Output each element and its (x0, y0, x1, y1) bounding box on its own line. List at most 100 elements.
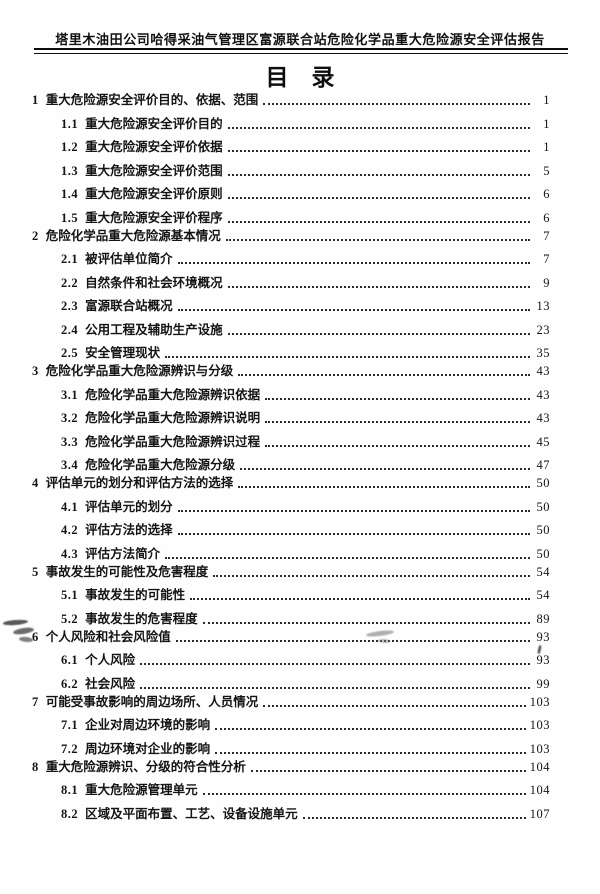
dot-leader (213, 574, 530, 577)
toc-entry-number: 3.1 (61, 387, 79, 402)
toc-entry-label: 事故发生的危害程度 (85, 611, 198, 626)
toc-entry-label: 事故发生的可能性 (85, 588, 186, 602)
toc-entry-label: 危险化学品重大危险源辨识说明 (85, 411, 261, 425)
dot-leader (165, 556, 530, 559)
toc-entry-page: 93 (536, 629, 550, 644)
dot-leader (227, 197, 530, 199)
toc-entry-number: 6 (32, 629, 39, 644)
toc-entry: 4.2 评估方法的选择 50 (32, 515, 550, 539)
toc-entry-page: 54 (536, 588, 550, 602)
dot-leader (190, 598, 530, 600)
toc-entry-label: 周边环境对企业的影响 (85, 741, 211, 756)
toc-entry-page: 93 (536, 653, 550, 667)
toc-entry-page: 99 (536, 676, 550, 691)
toc-entry: 4.1 评估单元的划分 50 (32, 491, 550, 515)
toc-entry-label: 危险化学品重大危险源分级 (85, 458, 236, 472)
toc-entry: 1.4 重大危险源安全评价原则 6 (32, 179, 550, 203)
scan-smudge (18, 636, 34, 643)
toc-entry-page: 103 (529, 718, 550, 732)
toc-entry-label: 安全管理现状 (85, 346, 161, 360)
toc-entry-page: 104 (529, 783, 550, 797)
toc-entry: 3 危险化学品重大危险源辨识与分级 43 (32, 361, 550, 379)
toc-entry-number: 4.1 (61, 499, 79, 514)
toc-entry: 3.3 危险化学品重大危险源辨识过程 45 (32, 426, 550, 450)
toc-entry-number: 6.1 (61, 653, 79, 667)
dot-leader (202, 621, 530, 624)
toc-entry-label: 评估方法的选择 (85, 523, 173, 537)
toc-entry-number: 1 (32, 93, 39, 107)
dot-leader (240, 468, 530, 470)
toc-entry-number: 3.4 (61, 458, 79, 472)
toc-entry-number: 2.3 (61, 299, 79, 313)
toc-entry-label: 危险化学品重大危险源基本情况 (45, 228, 221, 243)
toc-entry: 2.1 被评估单位简介 7 (32, 244, 550, 268)
toc-entry-page: 50 (536, 499, 550, 514)
toc-entry-page: 23 (536, 322, 550, 337)
dot-leader (265, 421, 530, 423)
toc-entry-number: 5.2 (61, 611, 79, 626)
toc-entry: 8.1 重大危险源管理单元 104 (32, 775, 550, 799)
toc-entry: 6 个人风险和社会风险值 93 (32, 627, 550, 645)
toc-entry-number: 1.3 (61, 163, 79, 178)
dot-leader (215, 728, 526, 730)
toc-entry-label: 重大危险源安全评价范围 (85, 163, 223, 178)
toc-entry-number: 3.3 (61, 434, 79, 449)
toc-entry: 7.1 企业对周边环境的影响 103 (32, 710, 550, 734)
dot-leader (225, 238, 530, 241)
toc-entry-label: 重大危险源辨识、分级的符合性分析 (45, 759, 246, 774)
toc-title: 目 录 (265, 65, 335, 90)
toc-entry: 5.2 事故发生的危害程度 89 (32, 603, 550, 627)
toc-entry-number: 5.1 (61, 588, 79, 602)
toc-entry-page: 45 (536, 434, 550, 449)
toc-entry-page: 107 (529, 806, 550, 821)
toc-entry: 4 评估单元的划分和评估方法的选择 50 (32, 473, 550, 491)
dot-leader (227, 220, 530, 223)
toc-entry-number: 7.2 (61, 741, 79, 756)
toc-entry-number: 1.4 (61, 187, 79, 201)
toc-entry: 3.2 危险化学品重大危险源辨识说明 43 (32, 403, 550, 427)
toc-entry-number: 4.2 (61, 523, 79, 537)
dot-leader (165, 356, 530, 358)
toc-entry-label: 评估单元的划分和评估方法的选择 (45, 476, 234, 490)
toc-entry-label: 重大危险源安全评价目的 (85, 116, 223, 131)
dot-leader (263, 103, 530, 105)
dot-leader (177, 309, 530, 311)
toc-entry-label: 个人风险 (85, 653, 136, 667)
toc-entry-number: 8 (32, 759, 39, 774)
toc-entry: 5.1 事故发生的可能性 54 (32, 580, 550, 604)
scan-smudge (2, 618, 29, 627)
toc-entry-label: 重大危险源管理单元 (85, 783, 198, 797)
toc-entry-label: 重大危险源安全评价目的、依据、范围 (45, 93, 259, 107)
toc-entry-page: 103 (529, 694, 550, 709)
dot-leader (250, 769, 526, 772)
toc-entry-page: 103 (529, 741, 550, 756)
toc-entry-number: 1.1 (61, 116, 79, 131)
toc-entry-label: 个人风险和社会风险值 (45, 629, 171, 644)
toc-entry: 1 重大危险源安全评价目的、依据、范围 1 (32, 90, 550, 108)
dot-leader (215, 751, 526, 754)
toc-entry-page: 7 (543, 228, 550, 243)
toc-entry: 2 危险化学品重大危险源基本情况 7 (32, 226, 550, 244)
toc-entry-number: 3 (32, 364, 39, 378)
dot-leader (265, 397, 530, 400)
dot-leader (140, 663, 530, 665)
toc-entry-page: 6 (543, 210, 550, 225)
toc-entry-page: 5 (543, 163, 550, 178)
toc-entry-number: 8.1 (61, 783, 79, 797)
toc-entry-number: 3.2 (61, 411, 79, 425)
toc-entry: 1.5 重大危险源安全评价程序 6 (32, 202, 550, 226)
toc-entry-label: 重大危险源安全评价程序 (85, 210, 223, 225)
dot-leader (238, 374, 530, 376)
toc-entry-page: 89 (536, 611, 550, 626)
toc-entry: 8 重大危险源辨识、分级的符合性分析 104 (32, 757, 550, 775)
toc-entry: 4.3 评估方法简介 50 (32, 538, 550, 562)
dot-leader (177, 533, 530, 535)
toc-entry-number: 2.4 (61, 322, 79, 337)
toc-entry-label: 危险化学品重大危险源辨识依据 (85, 387, 261, 402)
toc-entry-label: 重大危险源安全评价依据 (85, 140, 223, 154)
toc-entry: 2.2 自然条件和社会环境概况 9 (32, 267, 550, 291)
toc-entry-number: 2.5 (61, 346, 79, 360)
dot-leader (265, 444, 530, 447)
toc-entry-page: 1 (543, 116, 550, 131)
dot-leader (263, 704, 526, 707)
